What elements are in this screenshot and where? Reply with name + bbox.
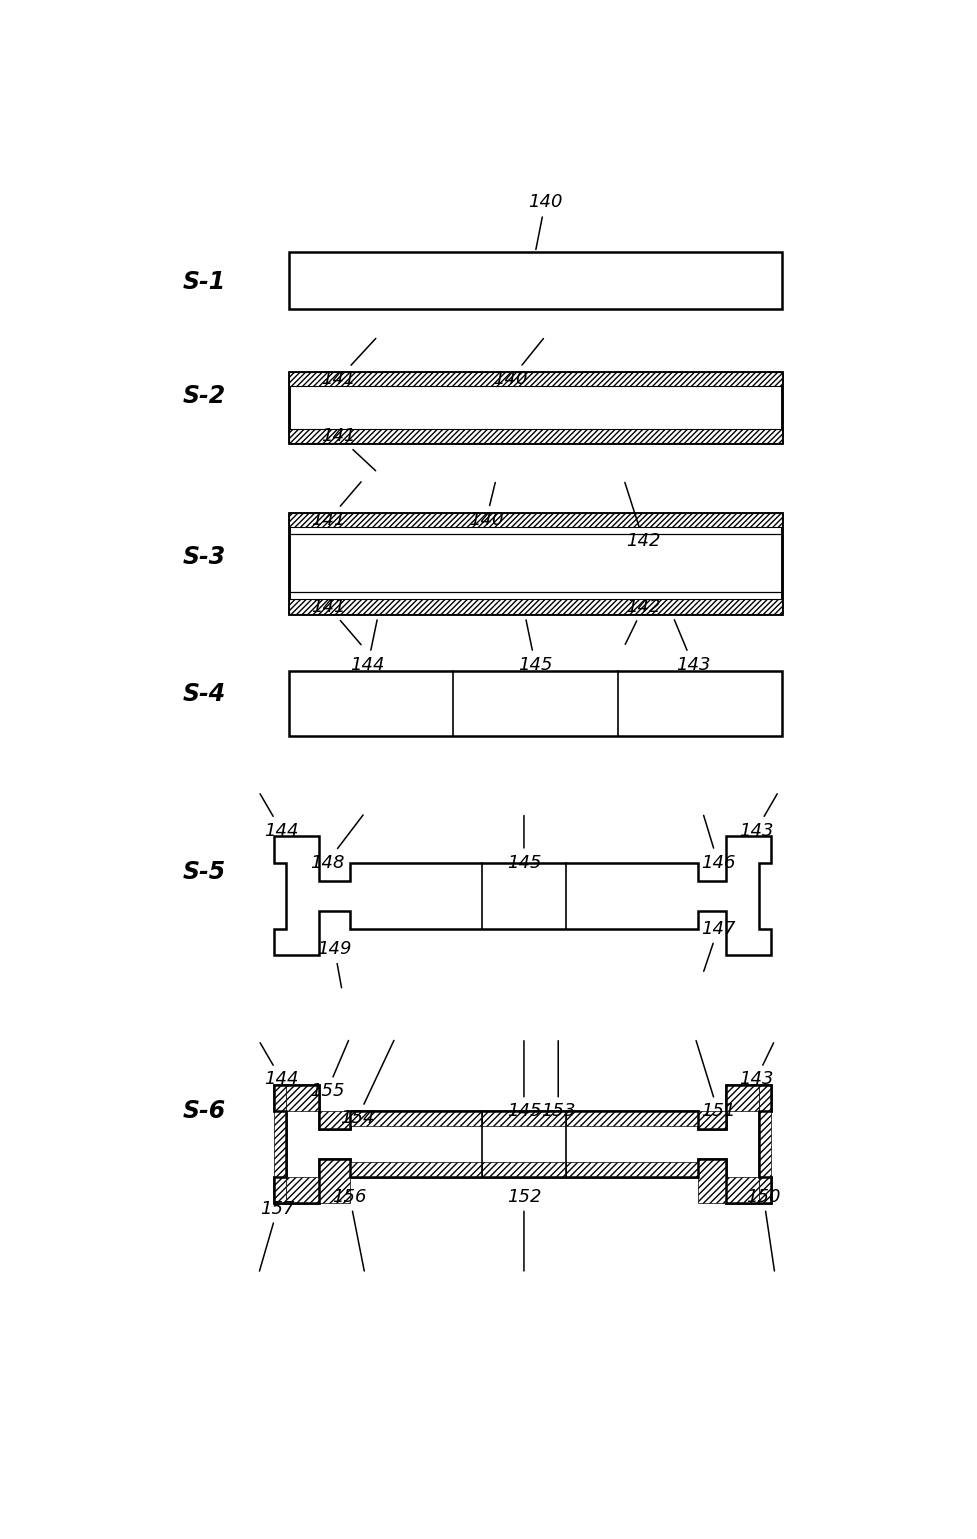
Text: 144: 144 [260, 1043, 298, 1088]
Bar [289, 372, 781, 443]
Bar [698, 1159, 725, 1202]
Bar [274, 1085, 285, 1202]
Text: 155: 155 [310, 1040, 348, 1100]
Text: 141: 141 [320, 339, 375, 388]
Bar [289, 372, 781, 443]
Bar [350, 1162, 482, 1176]
Text: 141: 141 [320, 426, 375, 471]
Bar [698, 1111, 725, 1130]
Bar [289, 512, 781, 528]
Bar [566, 1162, 698, 1176]
Bar [725, 1176, 758, 1202]
Text: S-3: S-3 [183, 545, 226, 569]
Bar [319, 1111, 350, 1130]
Text: 140: 140 [468, 482, 503, 529]
Bar [289, 252, 781, 309]
Text: 156: 156 [332, 1188, 366, 1271]
Text: 145: 145 [518, 620, 552, 674]
Text: 149: 149 [317, 940, 352, 988]
Text: S-2: S-2 [183, 383, 226, 408]
Text: 141: 141 [311, 597, 361, 645]
Text: 143: 143 [674, 620, 709, 674]
Text: 157: 157 [259, 1199, 295, 1271]
Bar [725, 1085, 758, 1111]
Text: 147: 147 [701, 920, 735, 971]
Text: 140: 140 [528, 194, 562, 249]
Text: 145: 145 [506, 816, 540, 871]
Bar [566, 1111, 698, 1125]
Text: 153: 153 [540, 1040, 574, 1120]
Bar [758, 1085, 770, 1202]
Bar [289, 671, 781, 736]
Bar [285, 1085, 319, 1111]
Text: 141: 141 [311, 482, 361, 529]
Polygon shape [274, 1085, 770, 1202]
Text: 140: 140 [493, 339, 543, 388]
Polygon shape [274, 837, 770, 954]
Text: 150: 150 [745, 1188, 780, 1271]
Text: 144: 144 [260, 794, 298, 839]
Text: 148: 148 [310, 816, 362, 871]
Text: 143: 143 [738, 794, 777, 839]
Text: 152: 152 [506, 1188, 540, 1271]
Bar [289, 372, 781, 386]
Text: S-4: S-4 [183, 682, 226, 706]
Text: 154: 154 [340, 1040, 394, 1128]
Bar [350, 1111, 482, 1125]
Text: S-5: S-5 [183, 860, 226, 883]
Text: 143: 143 [738, 1043, 773, 1088]
Bar [289, 429, 781, 443]
Text: 142: 142 [624, 482, 660, 551]
Text: 144: 144 [350, 620, 385, 674]
Bar [482, 1162, 566, 1176]
Text: 145: 145 [506, 1040, 540, 1120]
Text: S-1: S-1 [183, 269, 226, 294]
Text: 142: 142 [624, 597, 660, 645]
Bar [289, 600, 781, 614]
Text: 151: 151 [696, 1040, 735, 1120]
Text: 146: 146 [701, 816, 735, 871]
Bar [285, 1176, 319, 1202]
Bar [482, 1111, 566, 1125]
Bar [289, 512, 781, 614]
Bar [319, 1159, 350, 1202]
Bar [289, 512, 781, 614]
Text: S-6: S-6 [183, 1099, 226, 1123]
